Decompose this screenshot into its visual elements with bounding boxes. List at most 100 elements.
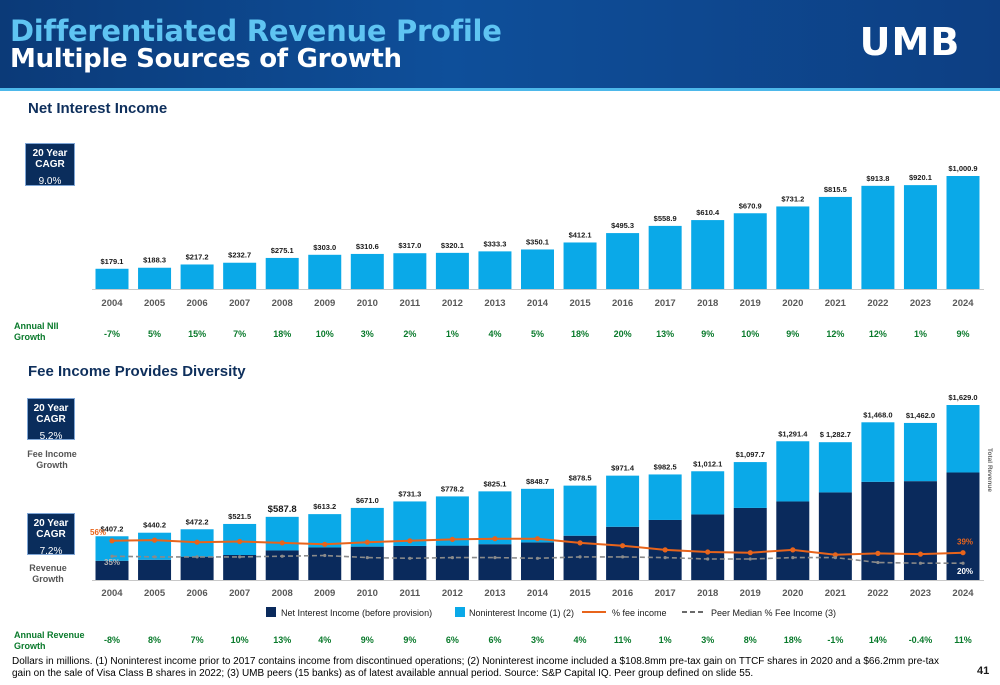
nii-x-tick-label: 2015 (569, 298, 591, 309)
nii-segment-bar (861, 481, 895, 580)
revenue-data-label: $982.5 (654, 462, 677, 471)
fee-income-pct-point (109, 538, 115, 544)
peer-median-pct-point (493, 556, 497, 560)
revenue-growth-value: 11% (954, 635, 972, 645)
nii-bar (818, 196, 852, 289)
revenue-growth-value: 14% (869, 635, 887, 645)
nii-x-tick-label: 2022 (867, 298, 888, 309)
fee-x-tick-label: 2011 (400, 588, 421, 599)
nii-data-label: $333.3 (483, 239, 506, 248)
peer-median-pct-point (323, 553, 327, 558)
revenue-data-label: $731.3 (398, 489, 421, 498)
peer-median-pct-point (621, 555, 625, 559)
fee-x-tick-label: 2008 (272, 588, 293, 599)
revenue-data-label: $521.5 (228, 512, 251, 521)
peer-median-pct-point (152, 555, 157, 559)
header-divider (0, 88, 1000, 91)
nii-bar (223, 262, 257, 289)
nii-data-label: $731.2 (781, 194, 804, 203)
nii-x-tick-label: 2020 (782, 298, 803, 309)
nii-growth-value: 7% (233, 329, 246, 339)
revenue-cagr-box: 20 Year CAGR 7.2% (27, 513, 75, 557)
nii-segment-bar (733, 507, 767, 580)
revenue-growth-value: 3% (531, 635, 544, 645)
header-banner: Differentiated Revenue Profile Multiple … (0, 0, 1000, 88)
nii-growth-value: 12% (869, 329, 887, 339)
fee-income-pct-point (279, 540, 285, 546)
fee-x-tick-label: 2022 (867, 588, 888, 599)
nii-data-label: $275.1 (271, 246, 294, 255)
peer-median-pct-point (918, 561, 923, 565)
revenue-growth-label: Annual Revenue Growth (14, 630, 85, 651)
nii-growth-value: 1% (446, 329, 459, 339)
nii-bar (265, 257, 299, 289)
revenue-growth-value: 9% (403, 635, 416, 645)
nii-x-tick-label: 2004 (101, 298, 123, 309)
revenue-growth-value: -8% (104, 635, 120, 645)
noninterest-segment-bar (691, 471, 725, 515)
nii-segment-bar (818, 492, 852, 580)
noninterest-segment-bar (903, 422, 937, 482)
fee-x-tick-label: 2017 (655, 588, 676, 599)
revenue-growth-value: 18% (784, 635, 802, 645)
nii-growth-value: 2% (403, 329, 416, 339)
fee-x-tick-label: 2020 (782, 588, 803, 599)
fee-income-pct-point (620, 543, 626, 549)
peer-pct-end-label: 20% (957, 567, 973, 576)
revenue-data-label: $971.4 (611, 464, 635, 473)
fee-pct-start-label: 56% (90, 528, 106, 537)
revenue-growth-value: -0.4% (909, 635, 933, 645)
revenue-growth-value: 6% (488, 635, 501, 645)
nii-segment-bar (350, 546, 384, 580)
peer-median-pct-point (238, 555, 242, 559)
footnote: Dollars in millions. (1) Noninterest inc… (12, 656, 939, 679)
noninterest-segment-bar (946, 405, 980, 473)
nii-bar (478, 251, 512, 289)
fee-x-tick-label: 2012 (442, 588, 463, 599)
nii-cagr-value: 9.0% (38, 176, 62, 187)
revenue-growth-value: 13% (273, 635, 291, 645)
peer-median-pct-point (578, 555, 582, 559)
fee-income-pct-point (449, 536, 455, 543)
fee-income-pct-point (534, 536, 541, 542)
revenue-growth-value: 4% (318, 635, 331, 645)
revenue-growth-value: 10% (231, 635, 249, 645)
revenue-data-label: $1,291.4 (778, 429, 808, 438)
fee-income-pct-point (237, 538, 243, 545)
nii-growth-value: 15% (188, 329, 206, 339)
peer-median-pct-point (195, 555, 199, 559)
nii-chart: $179.1 2004 -7% $188.3 2005 5% $217.2 2006 15% $2… (92, 164, 984, 339)
nii-data-label: $232.7 (228, 251, 251, 260)
fee-income-pct-point (790, 547, 796, 553)
nii-x-tick-label: 2018 (697, 298, 718, 309)
revenue-growth-value: 8% (148, 635, 161, 645)
nii-x-tick-label: 2009 (314, 298, 335, 309)
legend-noninterest-swatch (455, 607, 465, 617)
revenue-growth-value: 11% (614, 635, 632, 645)
nii-bar (946, 176, 980, 289)
revenue-growth-value: 8% (744, 635, 757, 645)
nii-cagr-box: 20 Year CAGR 9.0% (25, 143, 75, 187)
nii-bar (648, 225, 682, 289)
fee-income-pct-point (364, 539, 370, 545)
nii-data-label: $670.9 (739, 201, 762, 210)
noninterest-segment-bar (521, 488, 554, 543)
revenue-growth-value: 7% (191, 635, 204, 645)
nii-bar (606, 233, 640, 289)
nii-growth-value: 9% (701, 329, 714, 339)
nii-growth-value: 4% (488, 329, 501, 339)
nii-x-tick-label: 2005 (144, 298, 166, 309)
revenue-data-label: $587.8 (268, 504, 297, 515)
nii-data-label: $412.1 (569, 230, 592, 239)
nii-data-label: $303.0 (313, 243, 336, 252)
peer-median-pct-point (663, 556, 667, 560)
page-number: 41 (977, 665, 990, 677)
revenue-data-label: $ 1,282.7 (820, 430, 851, 439)
revenue-growth-value: 1% (659, 635, 672, 645)
nii-growth-value: 18% (273, 329, 291, 339)
nii-x-tick-label: 2013 (484, 298, 505, 309)
fee-income-pct-point (322, 541, 328, 547)
nii-data-label: $320.1 (441, 241, 464, 250)
nii-segment-bar (903, 481, 937, 580)
fee-growth-side-label: Fee Income Growth (27, 449, 77, 470)
